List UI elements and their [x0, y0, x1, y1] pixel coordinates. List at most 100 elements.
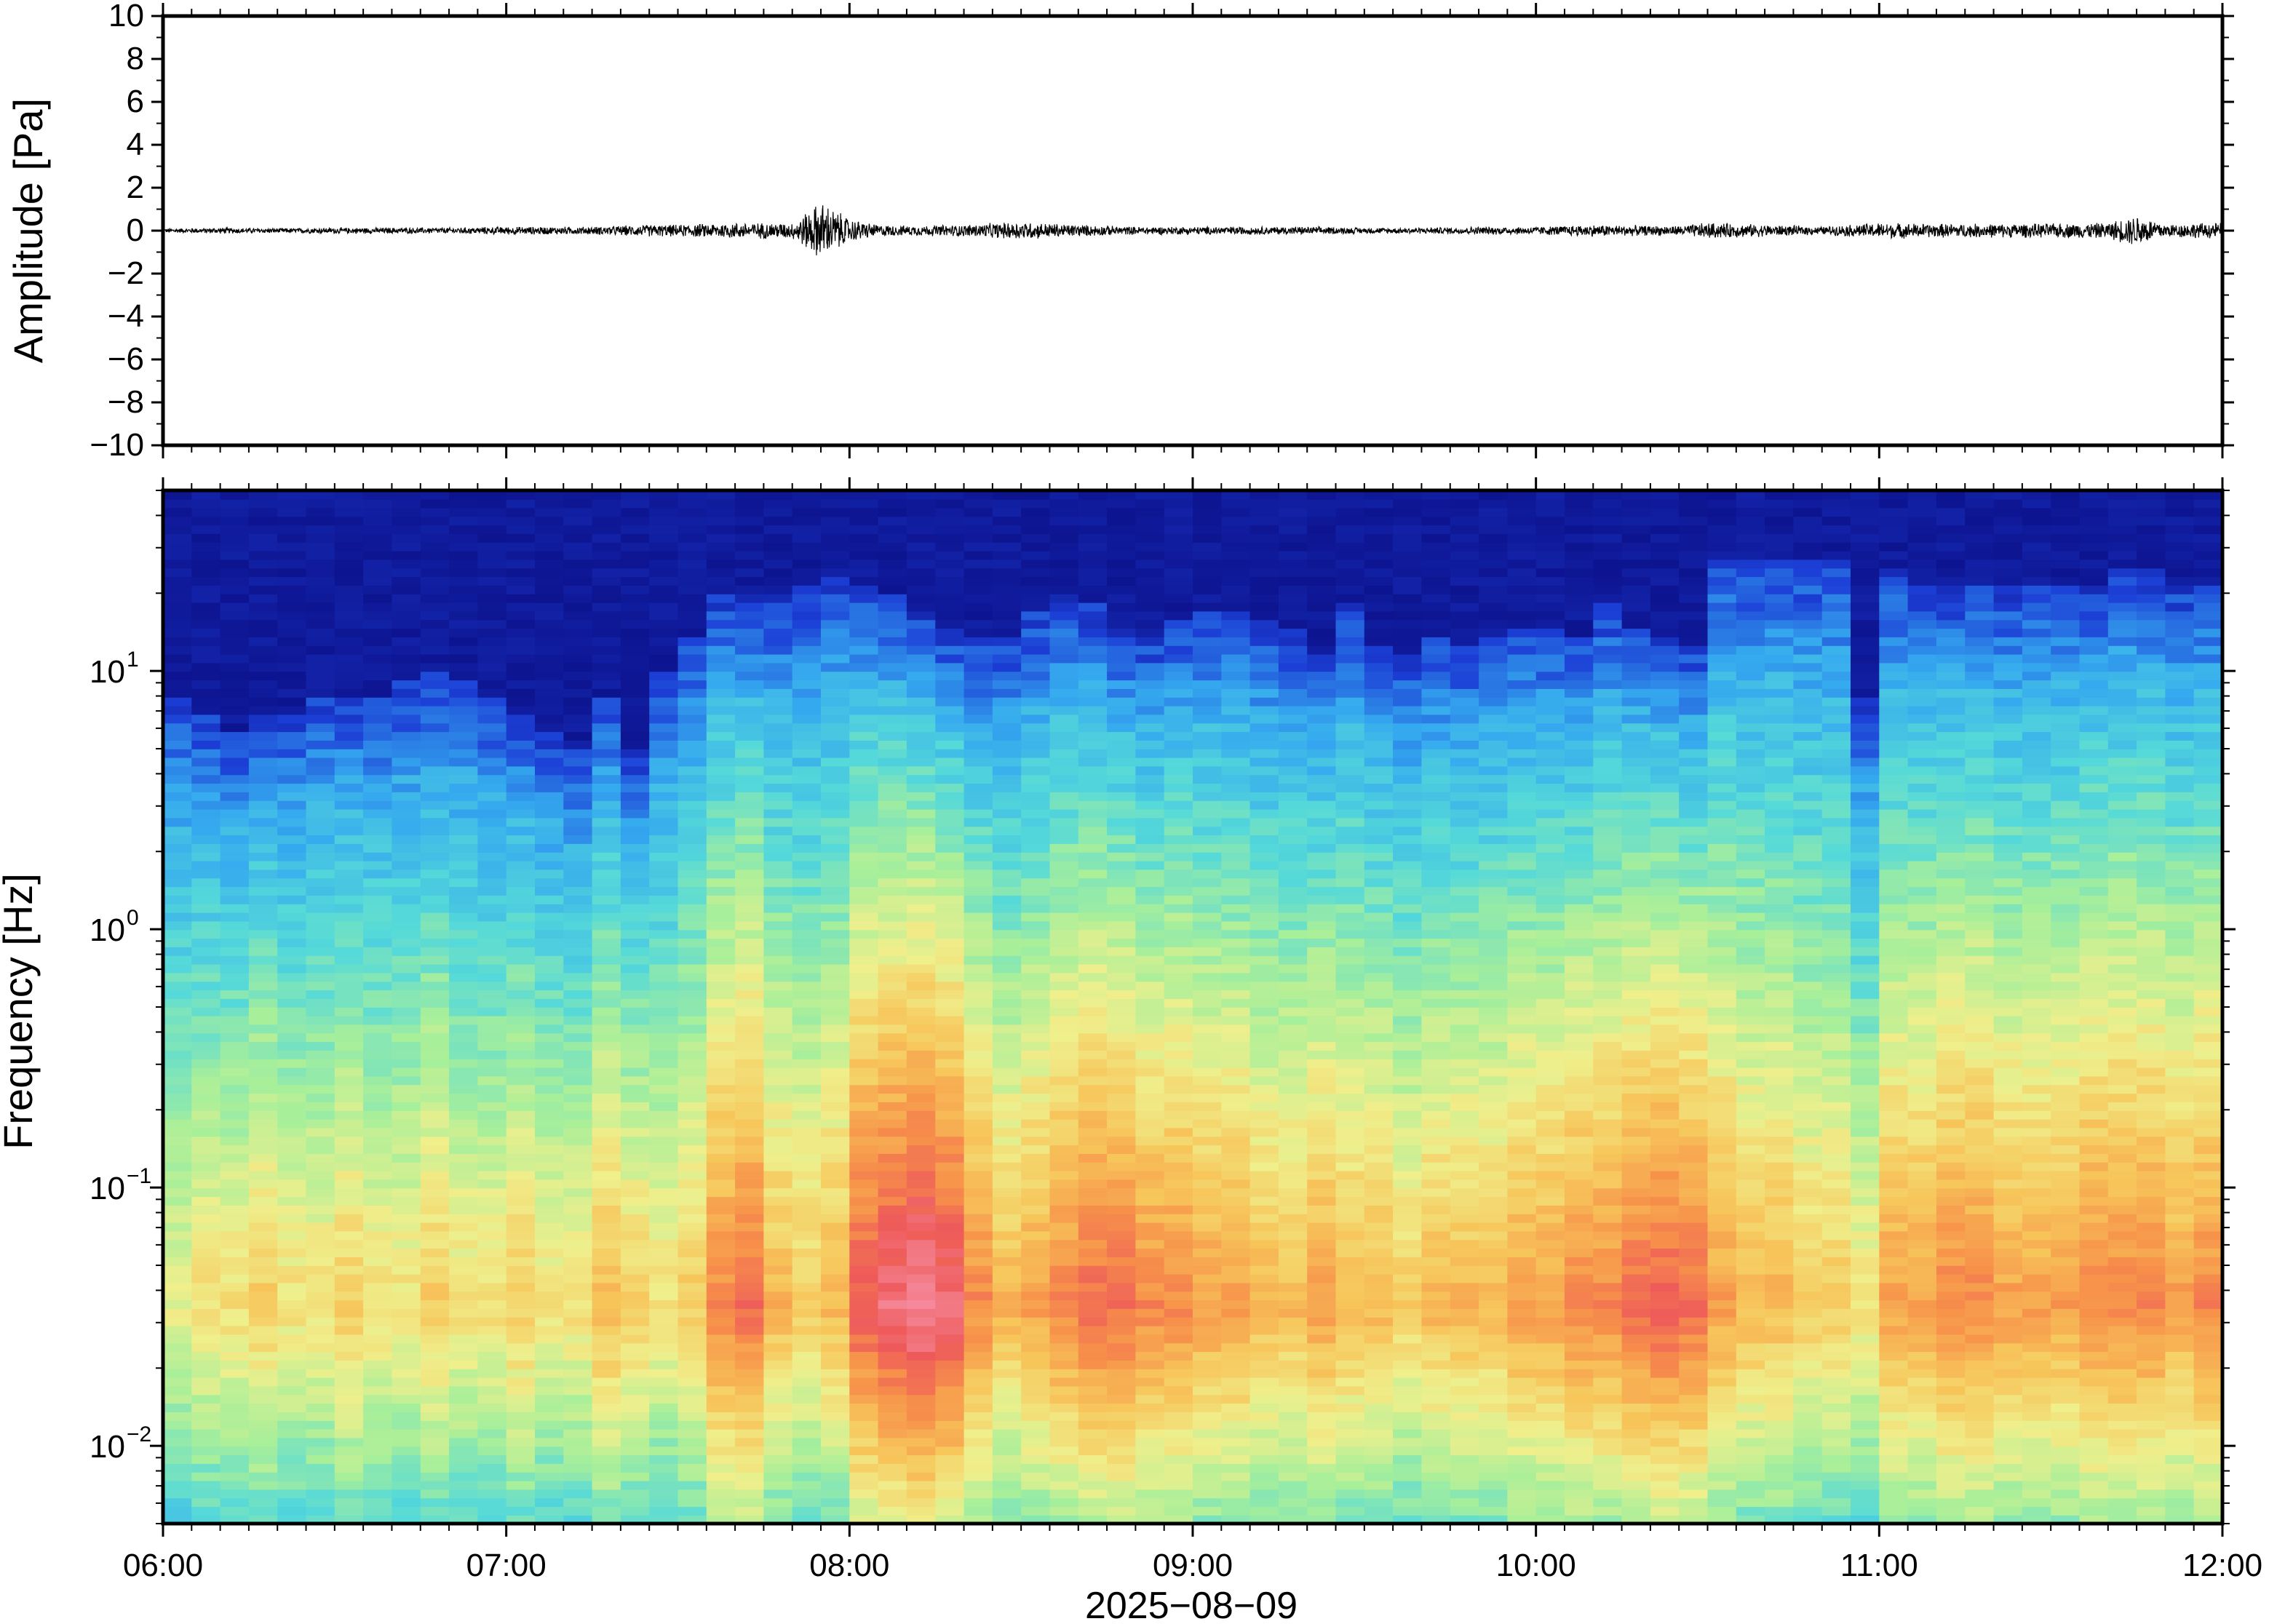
- spectrogram-cell: [363, 852, 393, 861]
- spectrogram-cell: [878, 869, 907, 879]
- spectrogram-cell: [1221, 981, 1251, 991]
- spectrogram-cell: [248, 1403, 278, 1412]
- spectrogram-cell: [592, 783, 621, 792]
- spectrogram-cell: [1135, 1299, 1165, 1309]
- spectrogram-cell: [592, 1032, 621, 1043]
- spectrogram-cell: [449, 972, 479, 982]
- spectrogram-cell: [821, 1222, 851, 1232]
- spectrogram-cell: [792, 972, 822, 982]
- spectrogram-cell: [191, 1369, 221, 1378]
- spectrogram-cell: [506, 1506, 536, 1516]
- spectrogram-cell: [1221, 740, 1251, 749]
- spectrogram-cell: [735, 740, 765, 749]
- spectrogram-cell: [1278, 783, 1308, 792]
- spectrogram-cell: [821, 1118, 851, 1129]
- spectrogram-cell: [277, 895, 307, 904]
- spectrogram-cell: [677, 490, 707, 500]
- spectrogram-cell: [1049, 1463, 1079, 1473]
- spectrogram-cell: [792, 1136, 822, 1146]
- spectrogram-cell: [677, 671, 707, 681]
- spectrogram-cell: [906, 1403, 936, 1412]
- spectrogram-cell: [1135, 1050, 1165, 1059]
- spectrogram-cell: [649, 757, 679, 767]
- spectrogram-cell: [220, 1032, 250, 1043]
- spectrogram-cell: [563, 671, 593, 681]
- spectrogram-cell: [821, 1351, 851, 1361]
- spectrogram-cell: [1249, 1257, 1279, 1266]
- spectrogram-cell: [1021, 886, 1051, 896]
- spectrogram-cell: [1278, 671, 1308, 681]
- spectrogram-cell: [1164, 1093, 1193, 1102]
- spectrogram-cell: [1249, 1205, 1279, 1214]
- spectrogram-cell: [277, 852, 307, 861]
- spectrogram-cell: [792, 610, 822, 621]
- spectrogram-cell: [677, 1145, 707, 1154]
- spectrogram-cell: [735, 1291, 765, 1301]
- spectrogram-cell: [535, 920, 565, 931]
- spectrogram-cell: [420, 1179, 450, 1189]
- spectrogram-cell: [506, 1050, 536, 1059]
- spectrogram-cell: [1221, 843, 1251, 853]
- spectrogram-cell: [220, 1472, 250, 1481]
- spectrogram-cell: [1078, 610, 1108, 621]
- spectrogram-cell: [477, 498, 507, 509]
- spectrogram-cell: [792, 912, 822, 922]
- spectrogram-cell: [735, 662, 765, 672]
- spectrogram-cell: [992, 869, 1022, 879]
- spectrogram-cell: [420, 783, 450, 792]
- spectrogram-cell: [763, 1412, 793, 1421]
- spectrogram-cell: [506, 559, 536, 569]
- spectrogram-cell: [935, 1059, 965, 1068]
- spectrogram-cell: [792, 1394, 822, 1404]
- spectrogram-cell: [420, 628, 450, 637]
- spectrogram-cell: [792, 1480, 822, 1490]
- spectrogram-cell: [420, 1273, 450, 1283]
- spectrogram-cell: [506, 826, 536, 836]
- spectrogram-cell: [906, 507, 936, 517]
- spectrogram-cell: [1078, 1317, 1108, 1326]
- spectrogram-cell: [1049, 947, 1079, 956]
- spectrogram-cell: [878, 602, 907, 612]
- spectrogram-cell: [935, 680, 965, 689]
- spectrogram-cell: [1221, 1377, 1251, 1387]
- spectrogram-cell: [792, 947, 822, 956]
- spectrogram-cell: [878, 680, 907, 689]
- spectrogram-cell: [592, 1299, 621, 1309]
- spectrogram-cell: [477, 714, 507, 724]
- spectrogram-cell: [191, 1463, 221, 1473]
- spectrogram-cell: [992, 1299, 1022, 1309]
- spectrogram-cell: [735, 947, 765, 956]
- spectrogram-cell: [1221, 1024, 1251, 1034]
- spectrogram-cell: [1135, 938, 1165, 947]
- spectrogram-cell: [1221, 490, 1251, 500]
- spectrogram-cell: [449, 585, 479, 594]
- spectrogram-cell: [963, 671, 993, 681]
- spectrogram-cell: [1135, 490, 1165, 500]
- spectrogram-cell: [449, 800, 479, 810]
- spectrogram-cell: [821, 783, 851, 792]
- spectrogram-cell: [706, 1127, 736, 1137]
- spectrogram-cell: [477, 1075, 507, 1086]
- spectrogram-cell: [849, 808, 879, 819]
- spectrogram-cell: [392, 808, 421, 819]
- spectrogram-cell: [248, 1291, 278, 1301]
- spectrogram-cell: [963, 731, 993, 741]
- spectrogram-cell: [878, 835, 907, 844]
- spectrogram-cell: [506, 731, 536, 741]
- spectrogram-cell: [191, 792, 221, 801]
- spectrogram-cell: [935, 585, 965, 594]
- spectrogram-cell: [220, 568, 250, 578]
- spectrogram-cell: [506, 765, 536, 776]
- spectrogram-cell: [563, 1480, 593, 1490]
- spectrogram-cell: [649, 783, 679, 792]
- spectrogram-cell: [363, 1024, 393, 1034]
- spectrogram-cell: [191, 886, 221, 896]
- spectrogram-cell: [792, 1273, 822, 1283]
- spectrogram-cell: [563, 1084, 593, 1094]
- spectrogram-cell: [677, 731, 707, 741]
- spectrogram-cell: [1021, 1454, 1051, 1464]
- spectrogram-cell: [992, 1342, 1022, 1353]
- spectrogram-cell: [649, 602, 679, 612]
- spectrogram-cell: [163, 1024, 193, 1034]
- spectrogram-cell: [821, 1273, 851, 1283]
